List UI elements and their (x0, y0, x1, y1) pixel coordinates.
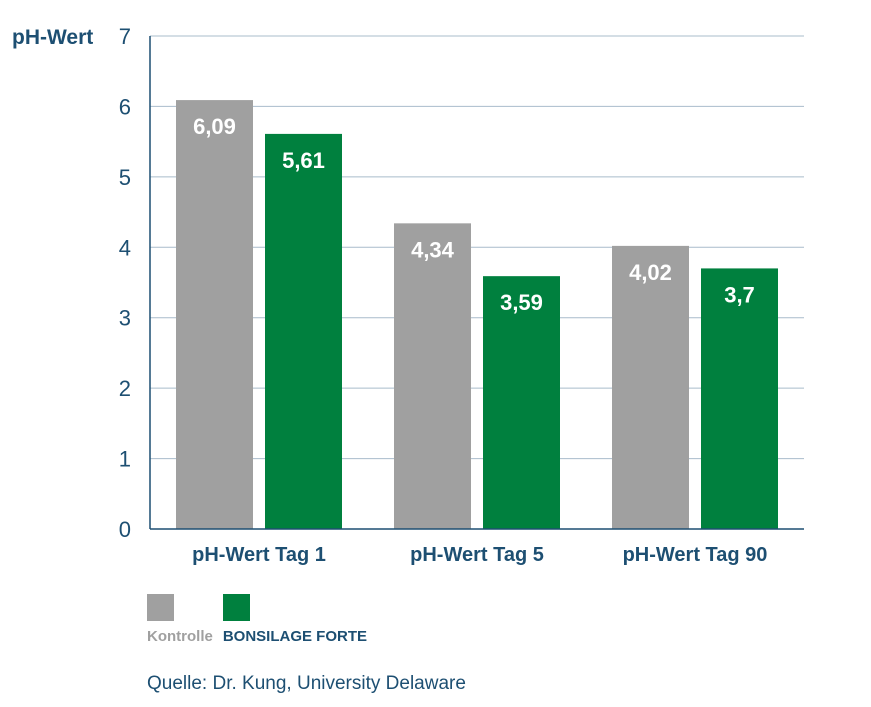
data-label-1-1: 6,09 (193, 114, 236, 139)
legend-label-kontrolle: Kontrolle (147, 628, 213, 645)
bars (176, 100, 778, 529)
category-label-1: pH-Wert Tag 1 (192, 544, 326, 566)
y-tick-label-4: 4 (119, 235, 131, 260)
gridlines (150, 35, 804, 460)
data-label-2-3: 3,7 (724, 282, 755, 307)
legend: Kontrolle BONSILAGE FORTE (147, 594, 367, 645)
data-label-2-2: 3,59 (500, 290, 543, 315)
axes (149, 36, 804, 530)
legend-item-bonsilage-forte: BONSILAGE FORTE (222, 594, 368, 645)
category-labels: pH-Wert Tag 1 pH-Wert Tag 5 pH-Wert Tag 90 (192, 544, 767, 566)
legend-swatch-bonsilage-forte (222, 594, 250, 621)
y-tick-label-2: 2 (119, 376, 131, 401)
legend-item-kontrolle: Kontrolle (147, 594, 213, 645)
legend-swatch-kontrolle (147, 594, 174, 621)
bar-1-2 (394, 223, 471, 529)
bar-1-3 (612, 245, 689, 529)
bar-2-3 (701, 268, 778, 529)
y-tick-label-7: 7 (119, 24, 131, 49)
y-tick-label-1: 1 (119, 447, 131, 472)
y-axis-label: pH-Wert (12, 26, 93, 49)
bar-2-2 (483, 276, 560, 529)
y-tick-label-3: 3 (119, 306, 131, 331)
y-tick-label-5: 5 (119, 165, 131, 190)
data-label-1-3: 4,02 (629, 260, 672, 285)
y-tick-labels: 0 1 2 3 4 5 6 7 (119, 24, 131, 542)
source-note: Quelle: Dr. Kung, University Delaware (147, 673, 466, 694)
bar-1-1 (176, 100, 253, 529)
data-label-1-2: 4,34 (411, 237, 455, 262)
data-label-2-1: 5,61 (282, 148, 325, 173)
category-label-2: pH-Wert Tag 5 (410, 544, 544, 566)
y-tick-label-6: 6 (119, 94, 131, 119)
category-label-3: pH-Wert Tag 90 (623, 544, 768, 566)
bar-2-1 (265, 133, 342, 529)
data-labels: 6,09 5,61 4,34 3,59 4,02 3,7 (193, 114, 755, 315)
legend-label-bonsilage-forte: BONSILAGE FORTE (222, 628, 368, 645)
y-tick-label-0: 0 (119, 517, 131, 542)
